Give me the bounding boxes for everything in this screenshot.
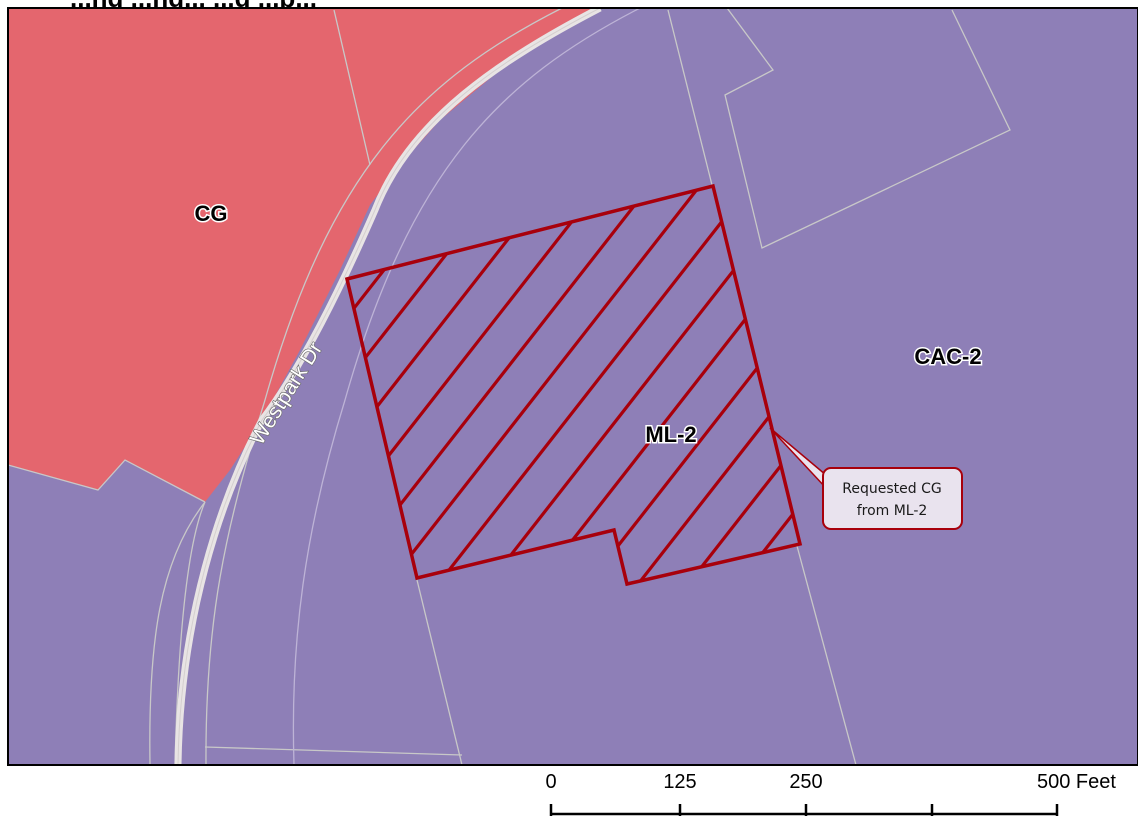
scale-label-500-feet: 500 Feet [1037, 771, 1116, 793]
callout-line-2: from ML-2 [857, 503, 928, 519]
scale-bar: 0 125 250 500 Feet [545, 771, 1116, 816]
scale-label-0: 0 [545, 771, 556, 793]
cg-zone-area [8, 8, 600, 502]
parcel-lines [8, 8, 1011, 765]
rezoning-callout: Requested CG from ML-2 [822, 467, 963, 530]
scale-label-125: 125 [663, 771, 696, 793]
scale-label-250: 250 [789, 771, 822, 793]
rezoning-area-outline [344, 183, 803, 587]
zone-label-ml2: ML-2 [645, 422, 696, 447]
zone-label-cac2: CAC-2 [914, 344, 981, 369]
zone-label-cg: CG [195, 201, 228, 226]
callout-line-1: Requested CG [842, 481, 941, 497]
